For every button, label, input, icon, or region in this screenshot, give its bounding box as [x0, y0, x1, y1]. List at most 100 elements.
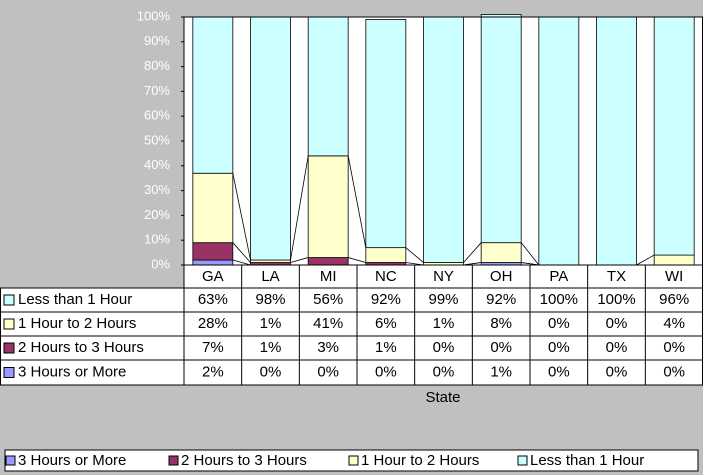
y-tick-label: 90%: [144, 33, 170, 48]
legend-key: [3, 294, 15, 306]
series-line: [290, 155, 309, 261]
series-line: [520, 242, 540, 266]
legend-label: 3 Hours or More: [18, 452, 126, 469]
data-table-row-label: 2 Hours to 3 Hours: [18, 339, 144, 356]
y-tick-label: 20%: [144, 207, 170, 222]
data-table-cell: 100%: [540, 291, 578, 308]
x-tick-label: LA: [261, 268, 279, 285]
bar-segment: [307, 257, 349, 266]
data-table-cell: 0%: [548, 315, 570, 332]
series-line: [290, 257, 309, 263]
data-table-bg: [184, 265, 703, 288]
y-tick-label: 50%: [144, 132, 170, 147]
x-tick-label: WI: [665, 268, 683, 285]
data-table-cell: 1%: [260, 339, 282, 356]
y-tick-label: 70%: [144, 83, 170, 98]
bar-segment: [192, 172, 234, 244]
legend-key: [517, 455, 528, 466]
data-table-cell: 0%: [663, 339, 685, 356]
y-tick-label: 0%: [151, 256, 170, 271]
bar-segment: [653, 16, 695, 256]
data-table-cell: 0%: [490, 339, 512, 356]
series-line: [232, 173, 251, 261]
x-tick-label: TX: [607, 268, 626, 285]
data-table-cell: 0%: [260, 363, 282, 380]
bar-segment: [365, 247, 407, 263]
bar-segment: [192, 259, 234, 266]
y-tick-label: 40%: [144, 157, 170, 172]
data-table-cell: 1%: [375, 339, 397, 356]
bar-segment: [653, 254, 695, 266]
y-tick-label: 30%: [144, 182, 170, 197]
y-tick-label: 80%: [144, 58, 170, 73]
x-tick-label: OH: [490, 268, 513, 285]
data-table-row-label: 3 Hours or More: [18, 363, 126, 380]
data-table-cell: 6%: [375, 315, 397, 332]
bar-segment: [596, 16, 637, 266]
data-table-cell: 63%: [198, 291, 228, 308]
bar-segment: [192, 16, 234, 174]
x-axis-label: State: [425, 389, 460, 406]
data-table-cell: 4%: [663, 315, 685, 332]
bar-segment: [307, 155, 349, 258]
data-table-cell: 7%: [202, 339, 224, 356]
bar-segment: [480, 14, 522, 244]
data-table-cell: 99%: [428, 291, 458, 308]
data-table-cell: 0%: [548, 363, 570, 380]
x-tick-label: NC: [375, 268, 397, 285]
bar-segment: [307, 16, 349, 157]
bar-segment: [538, 16, 580, 266]
data-table-cell: 0%: [663, 363, 685, 380]
data-table-row-label: Less than 1 Hour: [18, 291, 132, 308]
data-table-cell: 8%: [490, 315, 512, 332]
y-tick-label: 60%: [144, 108, 170, 123]
data-table-cell: 41%: [313, 315, 343, 332]
data-table-cell: 0%: [606, 315, 628, 332]
data-table-cell: 92%: [486, 291, 516, 308]
bar-segment: [250, 16, 291, 261]
legend-key: [348, 455, 359, 466]
data-table-cell: 1%: [490, 363, 512, 380]
data-table-cell: 92%: [371, 291, 401, 308]
legend-label: 1 Hour to 2 Hours: [361, 452, 479, 469]
data-table-cell: 0%: [433, 339, 455, 356]
legend-key: [3, 318, 15, 330]
data-table-cell: 56%: [313, 291, 343, 308]
bar-segment: [365, 19, 407, 249]
series-line: [232, 259, 251, 266]
data-table-cell: 0%: [433, 363, 455, 380]
x-tick-label: GA: [202, 268, 224, 285]
legend-key: [3, 367, 15, 378]
legend-label: Less than 1 Hour: [530, 452, 644, 469]
bar-segment: [423, 16, 464, 263]
data-table-cell: 28%: [198, 315, 228, 332]
series-line: [232, 242, 251, 263]
data-table-cell: 1%: [260, 315, 282, 332]
x-tick-label: NY: [433, 268, 454, 285]
data-table-cell: 3%: [317, 339, 339, 356]
series-line: [347, 155, 367, 248]
bar-segment: [192, 242, 234, 261]
legend-key: [168, 455, 179, 466]
data-table-cell: 0%: [375, 363, 397, 380]
data-table-cell: 98%: [255, 291, 285, 308]
legend-key: [3, 342, 15, 354]
data-table-cell: 100%: [597, 291, 635, 308]
data-table-cell: 1%: [433, 315, 455, 332]
bar-segment: [480, 242, 522, 263]
y-tick-label: 100%: [137, 8, 171, 23]
series-line: [348, 257, 366, 263]
series-line: [405, 247, 424, 263]
series-line: [636, 254, 655, 266]
data-table-cell: 2%: [202, 363, 224, 380]
data-table-row-label: 1 Hour to 2 Hours: [18, 315, 136, 332]
legend-label: 2 Hours to 3 Hours: [181, 452, 307, 469]
y-tick-label: 10%: [144, 232, 170, 247]
data-table-cell: 96%: [659, 291, 689, 308]
x-tick-label: MI: [320, 268, 337, 285]
legend-key: [5, 455, 16, 466]
series-line: [463, 242, 482, 263]
data-table-cell: 0%: [606, 363, 628, 380]
data-table-cell: 0%: [548, 339, 570, 356]
